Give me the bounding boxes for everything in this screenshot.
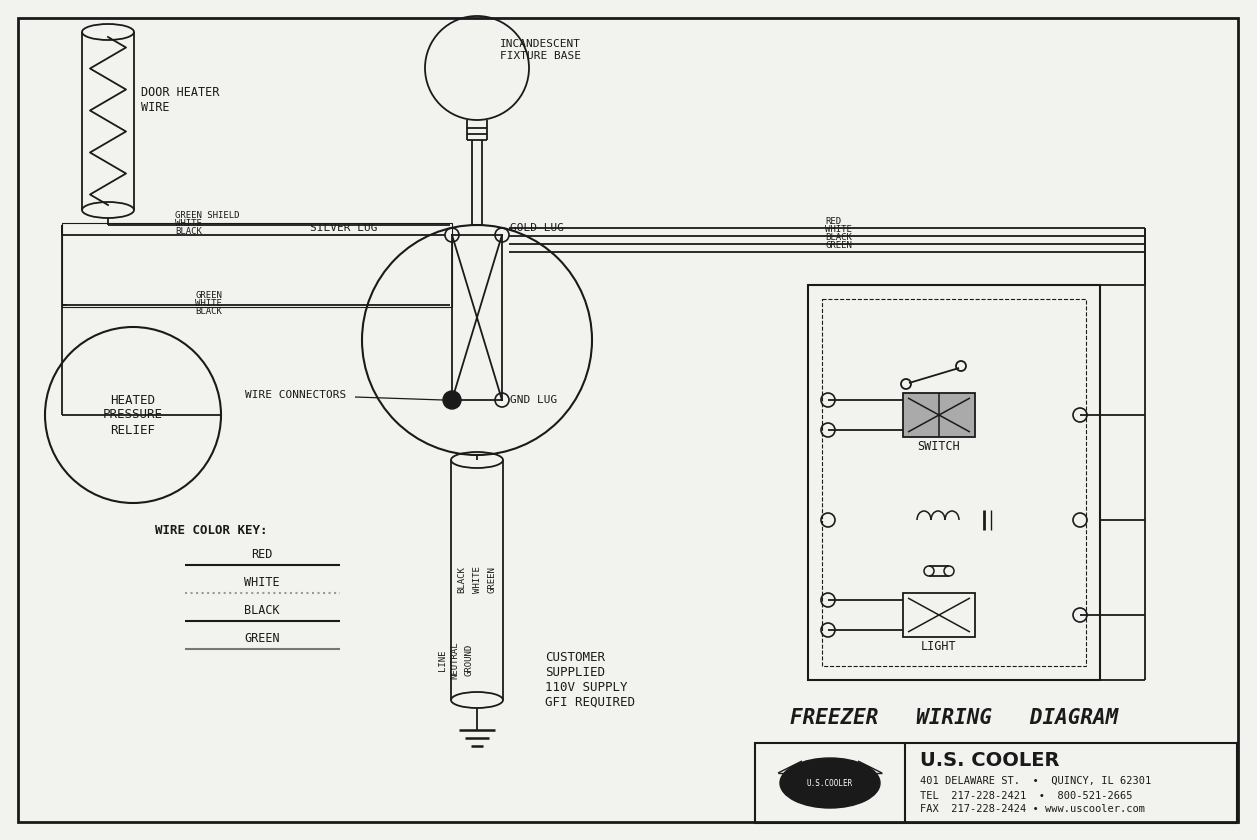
Bar: [822, 299, 1086, 666]
Text: WIRE CONNECTORS: WIRE CONNECTORS: [245, 390, 346, 400]
Bar: [62, 223, 453, 307]
Text: U.S.COOLER: U.S.COOLER: [807, 779, 854, 788]
Text: SILVER LUG: SILVER LUG: [310, 223, 377, 233]
Circle shape: [442, 391, 461, 409]
Text: BLACK: BLACK: [825, 234, 852, 243]
Text: FREEZER   WIRING   DIAGRAM: FREEZER WIRING DIAGRAM: [789, 708, 1119, 728]
Bar: [808, 285, 1100, 680]
Text: WIRE COLOR KEY:: WIRE COLOR KEY:: [155, 523, 268, 537]
Text: RED: RED: [825, 218, 841, 227]
Text: RED: RED: [251, 549, 273, 561]
Text: GROUND: GROUND: [465, 644, 474, 676]
Bar: [755, 743, 1237, 823]
Text: GOLD LUG: GOLD LUG: [510, 223, 564, 233]
Bar: [903, 593, 975, 637]
Text: BLACK: BLACK: [175, 227, 202, 235]
Text: WHITE: WHITE: [175, 218, 202, 228]
Text: SWITCH: SWITCH: [918, 440, 960, 454]
Text: GREEN: GREEN: [244, 633, 280, 645]
Text: BLACK: BLACK: [244, 605, 280, 617]
Text: 401 DELAWARE ST.  •  QUINCY, IL 62301: 401 DELAWARE ST. • QUINCY, IL 62301: [920, 776, 1151, 786]
Text: GND LUG: GND LUG: [510, 395, 557, 405]
Text: WHITE: WHITE: [195, 298, 222, 307]
Text: NEUTRAL: NEUTRAL: [450, 641, 460, 679]
Text: GREEN: GREEN: [825, 242, 852, 250]
Text: CUSTOMER
SUPPLIED
110V SUPPLY
GFI REQUIRED: CUSTOMER SUPPLIED 110V SUPPLY GFI REQUIR…: [546, 651, 635, 709]
Text: WHITE: WHITE: [244, 576, 280, 590]
Text: U.S. COOLER: U.S. COOLER: [920, 752, 1060, 770]
Text: INCANDESCENT
FIXTURE BASE: INCANDESCENT FIXTURE BASE: [500, 39, 581, 60]
Text: WHITE: WHITE: [825, 225, 852, 234]
Text: GREEN: GREEN: [195, 291, 222, 300]
Text: WHITE: WHITE: [473, 566, 481, 593]
Text: LIGHT: LIGHT: [921, 640, 957, 654]
Text: BLACK: BLACK: [458, 566, 466, 593]
Text: TEL  217-228-2421  •  800-521-2665: TEL 217-228-2421 • 800-521-2665: [920, 791, 1133, 801]
Text: GREEN: GREEN: [488, 566, 497, 593]
Text: DOOR HEATER
WIRE: DOOR HEATER WIRE: [141, 86, 220, 114]
Text: GREEN SHIELD: GREEN SHIELD: [175, 211, 240, 219]
Text: LINE: LINE: [437, 649, 446, 671]
Text: FAX  217-228-2424 • www.uscooler.com: FAX 217-228-2424 • www.uscooler.com: [920, 804, 1145, 814]
Ellipse shape: [781, 758, 880, 808]
Text: BLACK: BLACK: [195, 307, 222, 316]
Text: HEATED
PRESSURE
RELIEF: HEATED PRESSURE RELIEF: [103, 393, 163, 437]
Bar: [903, 393, 975, 437]
